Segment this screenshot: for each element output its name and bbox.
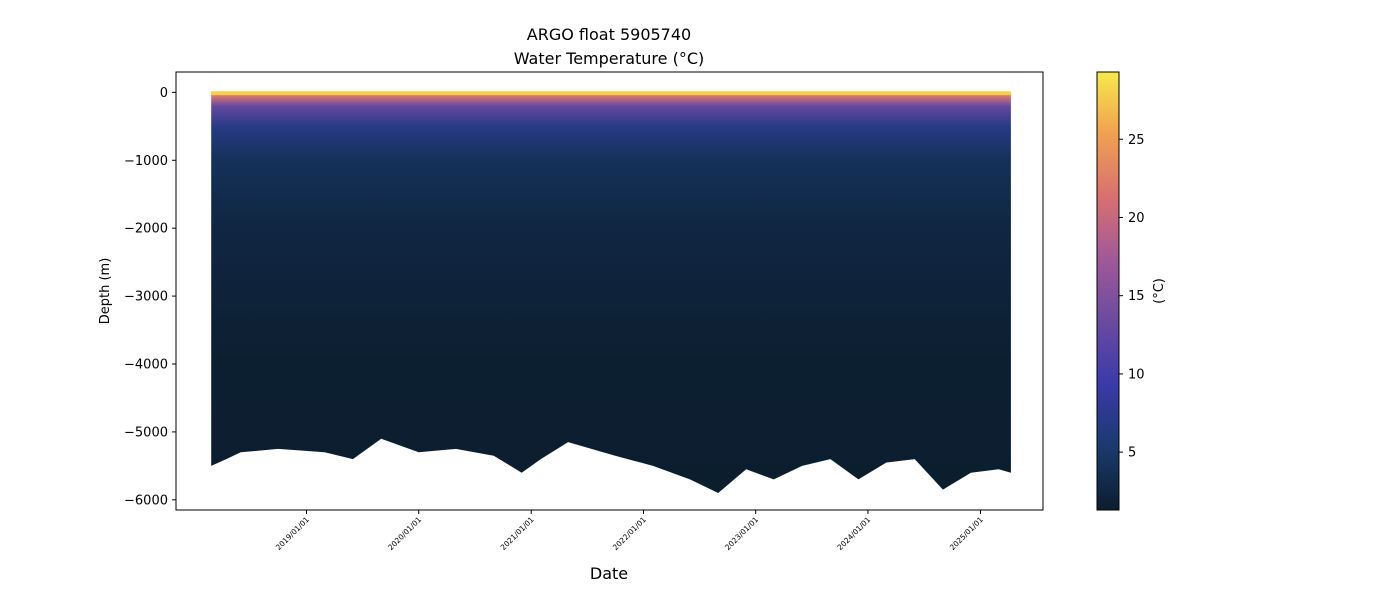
x-tick-label: 2019/01/01 — [274, 515, 311, 552]
plot-area — [175, 71, 1044, 511]
plot-frame — [175, 71, 1044, 511]
colorbar-tick-label: 25 — [1128, 133, 1145, 148]
x-tick-label: 2022/01/01 — [611, 515, 648, 552]
x-tick-label: 2024/01/01 — [835, 515, 872, 552]
x-axis: 2019/01/01 2020/01/01 2021/01/01 2022/01/01… — [274, 510, 985, 552]
x-axis-label: Date — [590, 564, 628, 583]
x-tick-label: 2023/01/01 — [723, 515, 760, 552]
temperature-profiles — [211, 91, 1011, 494]
x-tick-label: 2020/01/01 — [386, 515, 423, 552]
y-tick-label: −3000 — [124, 290, 168, 305]
x-tick-label: 2021/01/01 — [499, 515, 536, 552]
y-axis: 0 −1000 −2000 −3000 −4000 −5000 −6000 — [124, 86, 176, 508]
colorbar-label: (°C) — [1152, 278, 1167, 304]
colorbar-tick-label: 20 — [1128, 211, 1145, 226]
data-layer — [211, 91, 1011, 494]
colorbar: 5 10 15 20 25 (°C) — [1096, 71, 1167, 511]
y-tick-label: 0 — [160, 86, 168, 101]
surface-layer — [211, 91, 1011, 96]
chart-subtitle: Water Temperature (°C) — [514, 49, 704, 68]
x-tick-label: 2025/01/01 — [948, 515, 985, 552]
y-axis-label: Depth (m) — [98, 258, 113, 325]
chart-title: ARGO float 5905740 — [527, 25, 691, 44]
y-tick-label: −2000 — [124, 222, 168, 237]
colorbar-ticks: 5 10 15 20 25 — [1119, 133, 1145, 461]
colorbar-tick-label: 15 — [1128, 289, 1145, 304]
y-tick-label: −4000 — [124, 358, 168, 373]
y-tick-label: −5000 — [124, 425, 168, 440]
y-tick-label: −1000 — [124, 154, 168, 169]
colorbar-tick-label: 5 — [1128, 446, 1136, 461]
colorbar-frame — [1096, 71, 1120, 511]
colorbar-gradient — [1097, 72, 1119, 510]
colorbar-tick-label: 10 — [1128, 367, 1145, 382]
y-tick-label: −6000 — [124, 493, 168, 508]
